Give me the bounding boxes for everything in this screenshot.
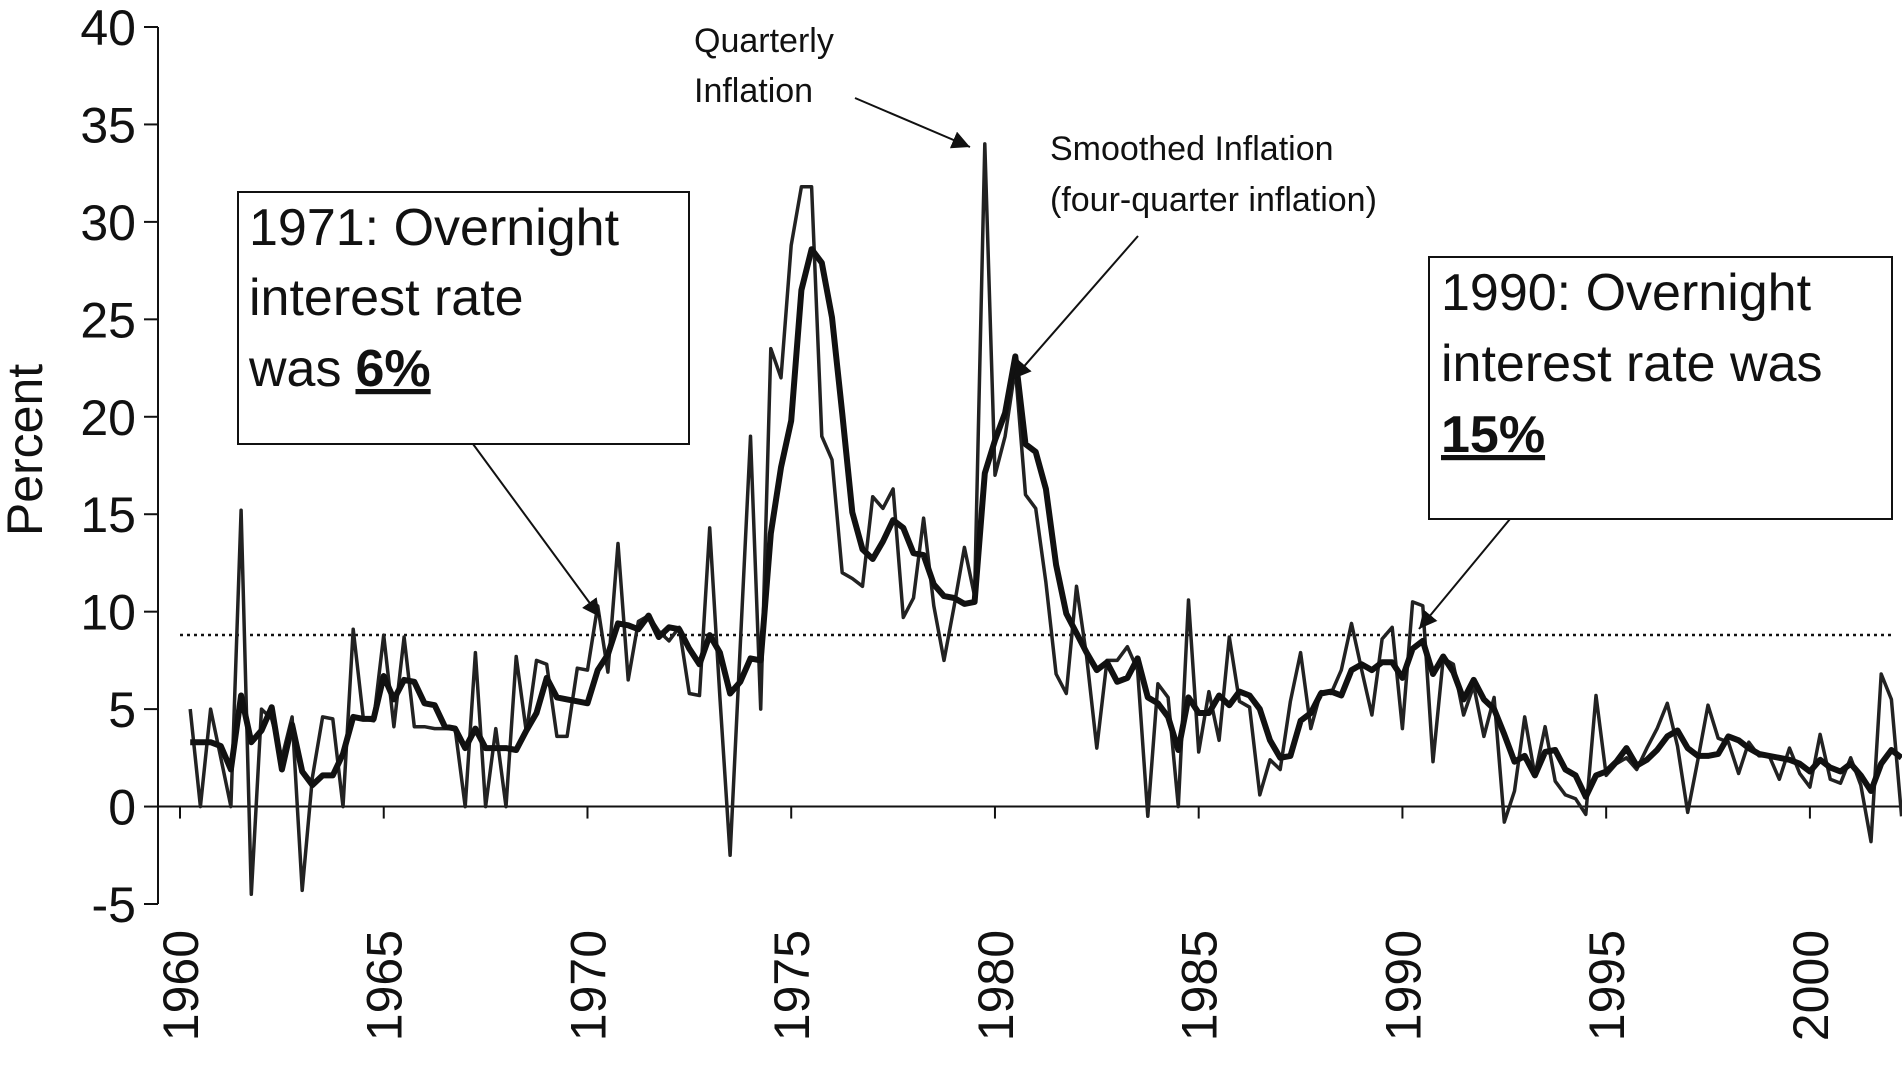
- annotation-text: (four-quarter inflation): [1050, 181, 1377, 219]
- x-tick-label: 1985: [1172, 930, 1228, 1041]
- annotation-text: interest rate: [249, 269, 524, 327]
- annotation-arrow: [1418, 518, 1511, 630]
- annotation-arrow: [854, 97, 971, 149]
- y-tick-label: 15: [80, 487, 136, 543]
- x-tick-label: 1960: [153, 930, 209, 1041]
- annotation-arrow: [1012, 235, 1139, 380]
- annotation-smoothed: Smoothed Inflation (four-quarter inflati…: [1012, 130, 1377, 380]
- y-tick-label: 40: [80, 0, 136, 56]
- x-tick-label: 1975: [764, 930, 820, 1041]
- annotation-arrow: [472, 443, 601, 618]
- annotation-line: was 6%: [248, 340, 431, 398]
- y-tick-label: 5: [108, 682, 136, 738]
- y-tick-label: 0: [108, 780, 136, 836]
- y-tick-label: 35: [80, 97, 136, 153]
- y-tick-label: 25: [80, 292, 136, 348]
- x-tick-label: 1995: [1579, 930, 1635, 1041]
- annotation-text: Inflation: [694, 72, 813, 110]
- annotation-box-1971: 1971: Overnight interest rate was 6%: [237, 191, 690, 618]
- y-axis-label: Percent: [0, 364, 53, 536]
- x-tick-label: 1965: [357, 930, 413, 1041]
- annotation-text: 1971: Overnight: [249, 199, 620, 257]
- annotation-box-1990: 1990: Overnight interest rate was 15%: [1418, 256, 1893, 630]
- y-tick-label: 30: [80, 195, 136, 251]
- y-tick-label: 10: [80, 585, 136, 641]
- x-tick-label: 1980: [968, 930, 1024, 1041]
- annotation-emphasis: 6%: [355, 340, 430, 398]
- annotation-text: 1990: Overnight: [1441, 264, 1812, 322]
- annotation-quarterly: Quarterly Inflation: [694, 22, 971, 149]
- annotation-text: interest rate was: [1441, 335, 1823, 393]
- y-tick-label: -5: [92, 877, 136, 933]
- x-tick-label: 2000: [1783, 930, 1839, 1041]
- annotation-emphasis: 15%: [1441, 406, 1545, 464]
- annotation-box: [237, 191, 690, 445]
- annotation-text: Quarterly: [694, 22, 834, 60]
- y-tick-label: 20: [80, 390, 136, 446]
- annotation-box: [1428, 256, 1893, 520]
- annotation-text: Smoothed Inflation: [1050, 130, 1334, 168]
- series-line: [190, 246, 1902, 800]
- x-tick-label: 1990: [1375, 930, 1431, 1041]
- annotation-text: was: [248, 340, 341, 398]
- plot-area: -5 0 5 10 15 20 25 30 35 40 1960 1965 1970 1975 1980 19…: [80, 0, 1902, 1041]
- x-tick-label: 1970: [560, 930, 616, 1041]
